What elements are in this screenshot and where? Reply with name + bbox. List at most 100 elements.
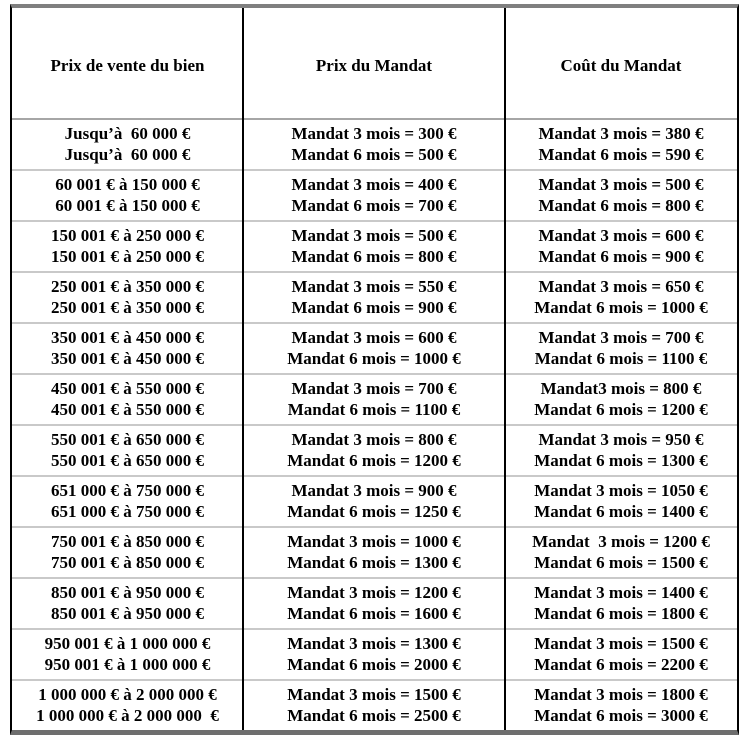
cell-vendor-mandate-price: Mandat 3 mois = 550 € Mandat 6 mois = 900… — [243, 273, 505, 322]
column-separator-2 — [504, 8, 506, 730]
cell-vendor-mandate-price: Mandat 3 mois = 700 € Mandat 6 mois = 110… — [243, 375, 505, 424]
cell-line: Mandat 3 mois = 900 € — [291, 481, 457, 500]
header-line: Coût du Mandat — [560, 56, 682, 75]
cell-line: Mandat 6 mois = 1000 € — [534, 298, 708, 317]
table-row: 1 000 000 € à 2 000 000 € 1 000 000 € à 2… — [12, 679, 737, 730]
cell-line: Mandat 3 mois = 1000 € — [287, 532, 461, 551]
cell-line: Mandat 6 mois = 2500 € — [287, 706, 461, 725]
cell-line: Mandat 3 mois = 1500 € — [534, 634, 708, 653]
cell-line: Mandat 6 mois = 900 € — [291, 298, 457, 317]
cell-line: Mandat 6 mois = 2000 € — [287, 655, 461, 674]
header-line: Prix de vente du bien — [50, 56, 205, 75]
cell-line: 150 001 € à 250 000 € — [51, 226, 204, 245]
cell-line: Mandat 3 mois = 1200 € — [532, 532, 710, 551]
table-row: 750 001 € à 850 000 € 750 001 € à 850 000… — [12, 526, 737, 577]
cell-line: Mandat 6 mois = 800 € — [538, 196, 704, 215]
cell-line: 950 001 € à 1 000 000 € — [44, 655, 211, 674]
cell-price-range: 350 001 € à 450 000 € 350 001 € à 450 000… — [12, 324, 243, 373]
cell-vendor-mandate-price: Mandat 3 mois = 400 € Mandat 6 mois = 700… — [243, 171, 505, 220]
cell-line: Mandat 3 mois = 550 € — [291, 277, 457, 296]
cell-line: Mandat 3 mois = 500 € — [538, 175, 704, 194]
cell-agent-mandate-cost: Mandat 3 mois = 380 € Mandat 6 mois = 590… — [505, 120, 737, 169]
cell-vendor-mandate-price: Mandat 3 mois = 1000 € Mandat 6 mois = 13… — [243, 528, 505, 577]
cell-agent-mandate-cost: Mandat 3 mois = 700 € Mandat 6 mois = 110… — [505, 324, 737, 373]
table-row: 550 001 € à 650 000 € 550 001 € à 650 000… — [12, 424, 737, 475]
cell-line: Mandat 6 mois = 500 € — [291, 145, 457, 164]
cell-line: 651 000 € à 750 000 € — [51, 481, 204, 500]
cell-vendor-mandate-price: Mandat 3 mois = 300 € Mandat 6 mois = 500… — [243, 120, 505, 169]
cell-line: 250 001 € à 350 000 € — [51, 298, 204, 317]
cell-price-range: 60 001 € à 150 000 € 60 001 € à 150 000 € — [12, 171, 243, 220]
cell-line: Mandat 3 mois = 1400 € — [534, 583, 708, 602]
cell-line: 60 001 € à 150 000 € — [55, 196, 200, 215]
cell-line: 1 000 000 € à 2 000 000 € — [38, 685, 217, 704]
cell-price-range: 850 001 € à 950 000 € 850 001 € à 950 000… — [12, 579, 243, 628]
cell-line: 850 001 € à 950 000 € — [51, 604, 204, 623]
cell-line: Mandat 3 mois = 1050 € — [534, 481, 708, 500]
cell-price-range: Jusqu’à 60 000 € Jusqu’à 60 000 € — [12, 120, 243, 169]
cell-line: Mandat 6 mois = 1200 € — [287, 451, 461, 470]
header-cell-vendor-column: Prix du Mandat revenant au Vendeur Manda… — [243, 8, 505, 118]
cell-vendor-mandate-price: Mandat 3 mois = 600 € Mandat 6 mois = 100… — [243, 324, 505, 373]
header-cell-agent-column: Coût du Mandat pour l’Agent immobilier — [505, 8, 737, 118]
cell-line: 450 001 € à 550 000 € — [51, 400, 204, 419]
cell-line: Mandat 6 mois = 800 € — [291, 247, 457, 266]
column-separator-1 — [242, 8, 244, 730]
cell-line: 350 001 € à 450 000 € — [51, 328, 204, 347]
header-line: Prix du Mandat — [315, 56, 433, 75]
cell-line: Mandat 6 mois = 1300 € — [534, 451, 708, 470]
cell-agent-mandate-cost: Mandat 3 mois = 1500 € Mandat 6 mois = 22… — [505, 630, 737, 679]
cell-line: Mandat 3 mois = 700 € — [291, 379, 457, 398]
cell-line: 1 000 000 € à 2 000 000 € — [36, 706, 219, 725]
cell-price-range: 450 001 € à 550 000 € 450 001 € à 550 000… — [12, 375, 243, 424]
cell-vendor-mandate-price: Mandat 3 mois = 1200 € Mandat 6 mois = 16… — [243, 579, 505, 628]
cell-agent-mandate-cost: Mandat 3 mois = 1050 € Mandat 6 mois = 14… — [505, 477, 737, 526]
cell-vendor-mandate-price: Mandat 3 mois = 500 € Mandat 6 mois = 800… — [243, 222, 505, 271]
cell-line: 350 001 € à 450 000 € — [51, 349, 204, 368]
cell-line: 250 001 € à 350 000 € — [51, 277, 204, 296]
cell-line: Mandat 3 mois = 400 € — [291, 175, 457, 194]
cell-line: 750 001 € à 850 000 € — [51, 553, 204, 572]
table-row: 250 001 € à 350 000 € 250 001 € à 350 000… — [12, 271, 737, 322]
cell-line: Mandat 6 mois = 1300 € — [287, 553, 461, 572]
cell-agent-mandate-cost: Mandat3 mois = 800 € Mandat 6 mois = 1200… — [505, 375, 737, 424]
cell-line: Mandat 6 mois = 1100 € — [534, 349, 708, 368]
cell-line: Mandat 6 mois = 1100 € — [287, 400, 461, 419]
cell-agent-mandate-cost: Mandat 3 mois = 1800 € Mandat 6 mois = 30… — [505, 681, 737, 730]
cell-price-range: 750 001 € à 850 000 € 750 001 € à 850 000… — [12, 528, 243, 577]
cell-line: Mandat 6 mois = 900 € — [538, 247, 704, 266]
cell-line: Jusqu’à 60 000 € — [64, 145, 191, 164]
cell-line: Mandat 6 mois = 1400 € — [534, 502, 708, 521]
table-row: 60 001 € à 150 000 €60 001 € à 150 000 €… — [12, 169, 737, 220]
cell-price-range: 651 000 € à 750 000 € 651 000 € à 750 000… — [12, 477, 243, 526]
cell-line: Mandat 6 mois = 1500 € — [534, 553, 708, 572]
cell-line: 950 001 € à 1 000 000 € — [44, 634, 211, 653]
cell-line: Mandat 3 mois = 600 € — [538, 226, 704, 245]
cell-vendor-mandate-price: Mandat 3 mois = 900 € Mandat 6 mois = 125… — [243, 477, 505, 526]
header-cell-price-column: Prix de vente du bien Appartement /Maiso… — [12, 8, 243, 118]
cell-line: 750 001 € à 850 000 € — [51, 532, 204, 551]
table-row: 450 001 € à 550 000 € 450 001 € à 550 000… — [12, 373, 737, 424]
cell-line: 850 001 € à 950 000 € — [51, 583, 204, 602]
table-body: Jusqu’à 60 000 € Jusqu’à 60 000 € Mandat 3… — [12, 118, 737, 730]
cell-line: Mandat 3 mois = 700 € — [538, 328, 704, 347]
cell-line: Mandat 6 mois = 3000 € — [534, 706, 708, 725]
cell-line: Mandat 6 mois = 2200 € — [534, 655, 708, 674]
cell-line: Mandat 3 mois = 650 € — [538, 277, 704, 296]
cell-price-range: 150 001 € à 250 000 € 150 001 € à 250 000… — [12, 222, 243, 271]
cell-line: Jusqu’à 60 000 € — [64, 124, 191, 143]
cell-line: Mandat 6 mois = 1250 € — [287, 502, 461, 521]
cell-line: Mandat 6 mois = 590 € — [538, 145, 704, 164]
cell-line: Mandat 6 mois = 1000 € — [287, 349, 461, 368]
table-row: Jusqu’à 60 000 € Jusqu’à 60 000 € Mandat 3… — [12, 120, 737, 169]
cell-line: Mandat 3 mois = 600 € — [291, 328, 457, 347]
cell-line: 651 000 € à 750 000 € — [51, 502, 204, 521]
cell-agent-mandate-cost: Mandat 3 mois = 650 € Mandat 6 mois = 100… — [505, 273, 737, 322]
pricing-table: Prix de vente du bien Appartement /Maiso… — [10, 4, 739, 735]
cell-line: Mandat3 mois = 800 € — [540, 379, 702, 398]
cell-agent-mandate-cost: Mandat 3 mois = 1200 € Mandat 6 mois = 15… — [505, 528, 737, 577]
cell-price-range: 950 001 € à 1 000 000 € 950 001 € à 1 000… — [12, 630, 243, 679]
header-row: Prix de vente du bien Appartement /Maiso… — [12, 8, 737, 118]
cell-line: Mandat 6 mois = 1800 € — [534, 604, 708, 623]
cell-line: Mandat 3 mois = 950 € — [538, 430, 704, 449]
